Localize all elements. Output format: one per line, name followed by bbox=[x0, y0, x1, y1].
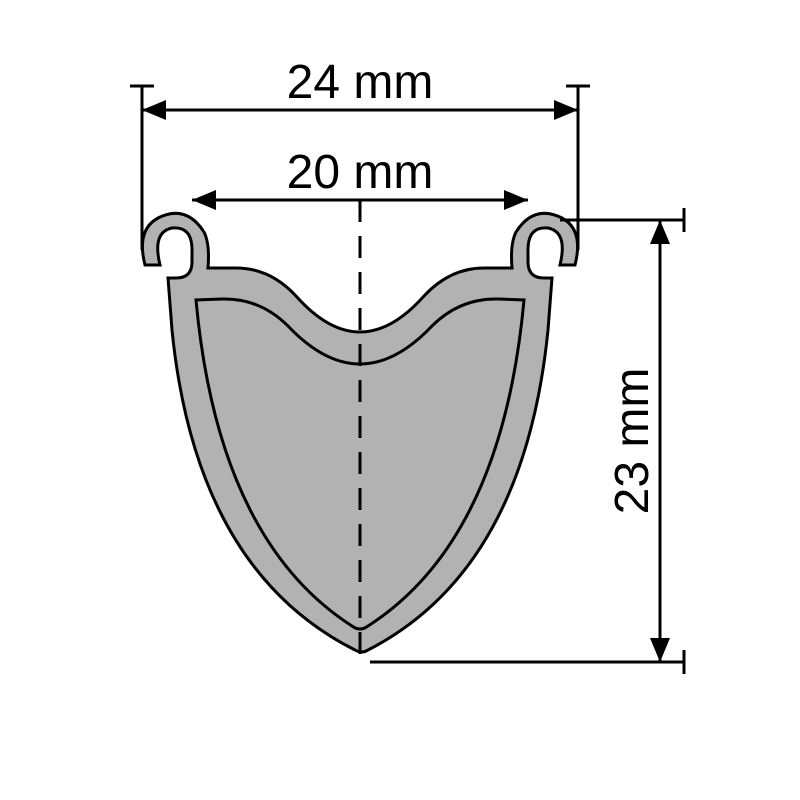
rim-dimension-diagram: 24 mm 20 mm 23 mm bbox=[0, 0, 800, 800]
dimension-inner-width: 20 mm bbox=[192, 146, 528, 210]
inner-width-label: 20 mm bbox=[287, 146, 434, 199]
outer-width-label: 24 mm bbox=[287, 56, 434, 109]
height-label: 23 mm bbox=[606, 368, 659, 515]
